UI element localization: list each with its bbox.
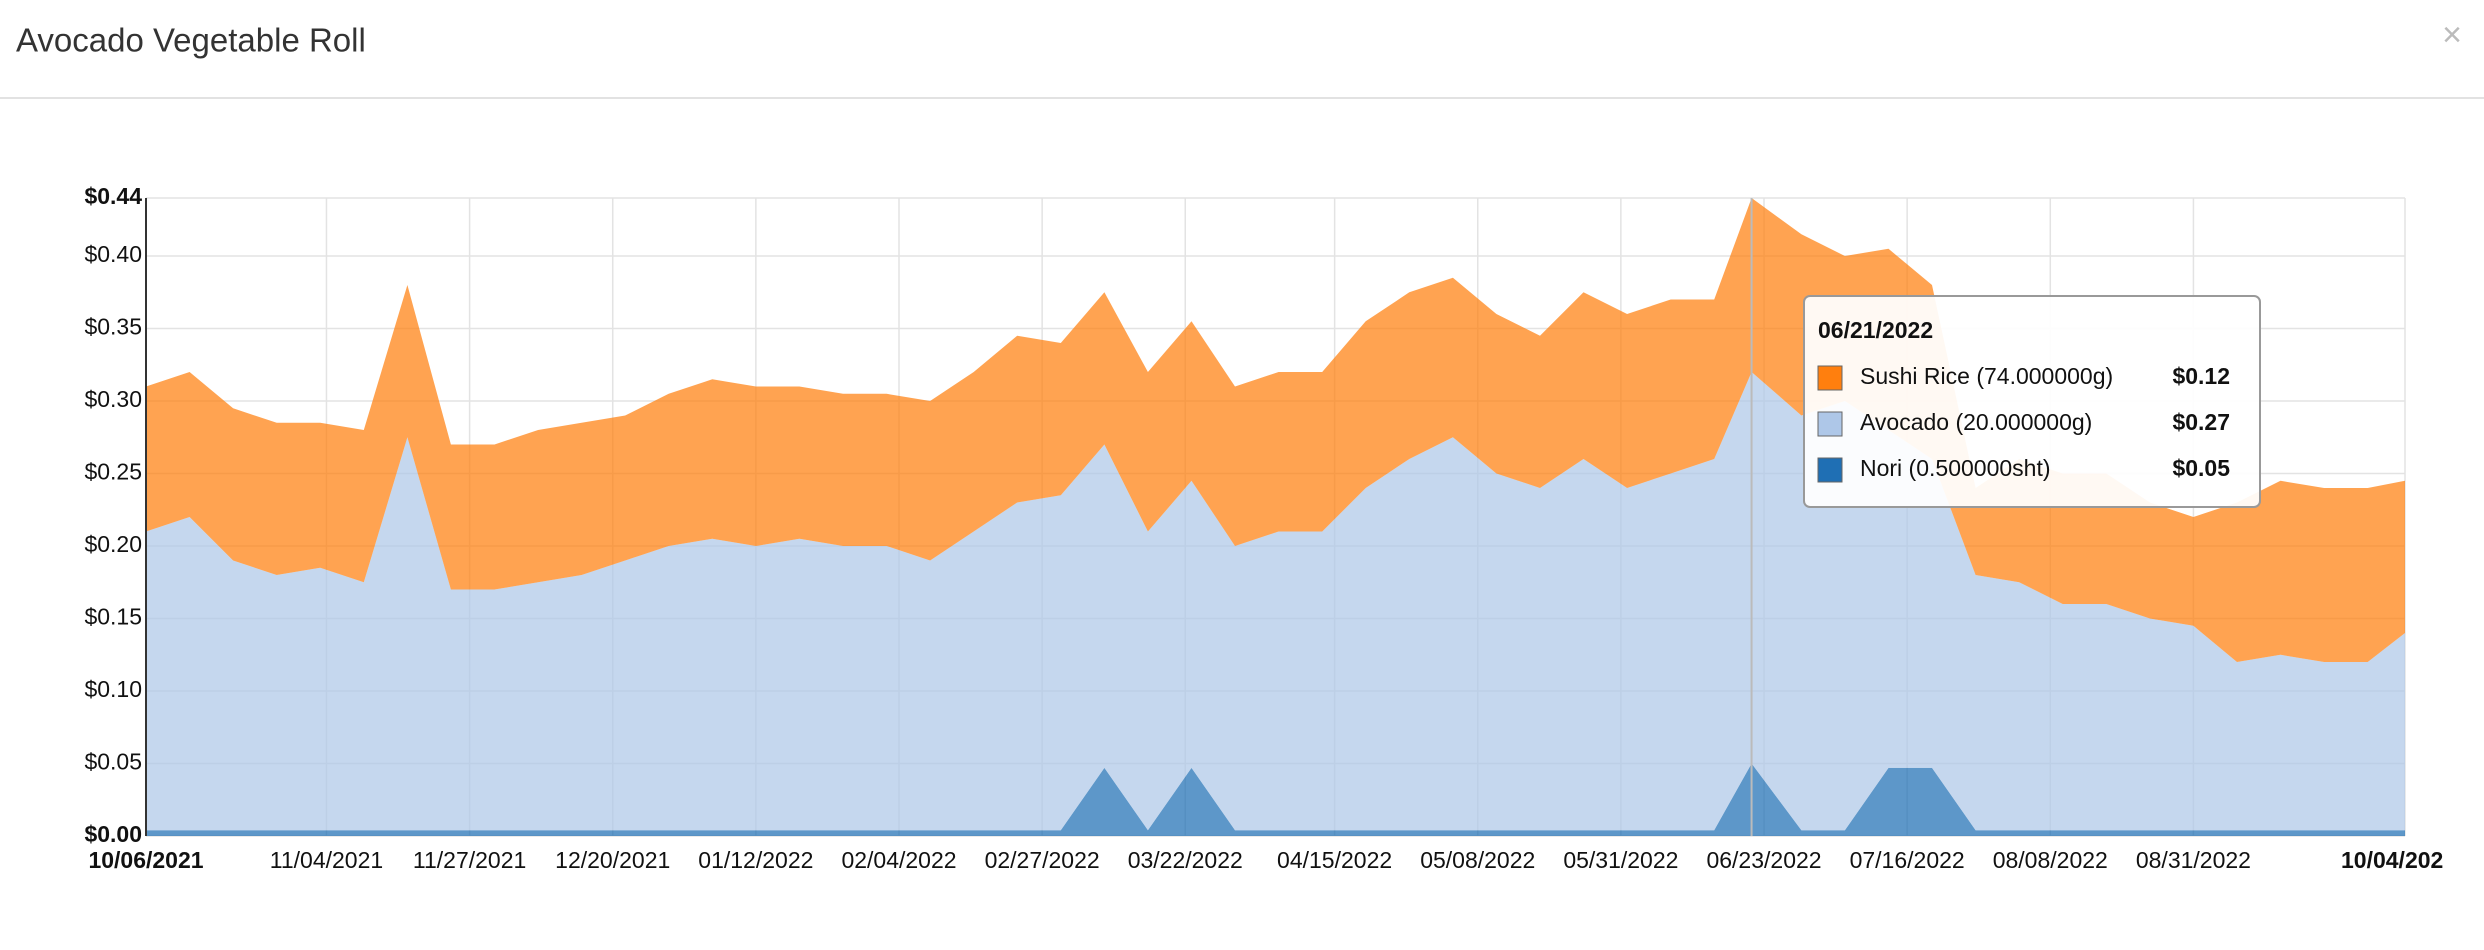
modal-title: Avocado Vegetable Roll — [16, 22, 366, 59]
x-tick-label: 12/20/2021 — [555, 847, 670, 873]
tooltip-swatch — [1817, 457, 1843, 483]
tooltip: 06/21/2022 Sushi Rice (74.000000g) $0.12 Av… — [1803, 295, 2261, 508]
tooltip-value: $0.12 — [2172, 363, 2230, 389]
tooltip-name: Avocado (20.000000g) — [1860, 409, 2092, 435]
x-tick-label: 01/12/2022 — [698, 847, 813, 873]
tooltip-swatch — [1817, 411, 1843, 437]
y-tick-label: $0.35 — [84, 314, 142, 340]
x-tick-label: 11/27/2021 — [413, 847, 526, 873]
x-tick-label: 04/15/2022 — [1277, 847, 1392, 873]
x-tick-label: 08/31/2022 — [2136, 847, 2251, 873]
x-tick-label: 11/04/2021 — [270, 847, 383, 873]
x-tick-label: 05/31/2022 — [1563, 847, 1678, 873]
y-tick-label: $0.30 — [84, 386, 142, 412]
tooltip-name: Nori (0.500000sht) — [1860, 455, 2051, 481]
x-tick-label: 02/27/2022 — [985, 847, 1100, 873]
y-tick-label: $0.00 — [84, 821, 142, 847]
y-tick-label: $0.10 — [84, 676, 142, 702]
y-tick-label: $0.20 — [84, 531, 142, 557]
y-tick-label: $0.15 — [84, 604, 142, 630]
tooltip-title: 06/21/2022 — [1818, 317, 1933, 343]
x-tick-label: 08/08/2022 — [1993, 847, 2108, 873]
x-tick-label: 05/08/2022 — [1420, 847, 1535, 873]
tooltip-value: $0.05 — [2172, 455, 2230, 481]
x-tick-label: 03/22/2022 — [1128, 847, 1243, 873]
tooltip-swatch — [1817, 365, 1843, 391]
x-tick-label: 06/23/2022 — [1706, 847, 1821, 873]
y-tick-label: $0.25 — [84, 459, 142, 485]
x-tick-label: 10/04/202 — [2341, 847, 2443, 873]
y-tick-label: $0.40 — [84, 241, 142, 267]
y-tick-label: $0.05 — [84, 749, 142, 775]
x-tick-label: 10/06/2021 — [88, 847, 203, 873]
close-button[interactable]: × — [2442, 16, 2462, 54]
area — [146, 763, 2405, 836]
tooltip-value: $0.27 — [2172, 409, 2230, 435]
tooltip-name: Sushi Rice (74.000000g) — [1860, 363, 2113, 389]
tooltip-box — [1803, 295, 2261, 508]
x-tick-label: 07/16/2022 — [1850, 847, 1965, 873]
y-tick-label: $0.44 — [84, 183, 142, 209]
x-tick-label: 02/04/2022 — [841, 847, 956, 873]
